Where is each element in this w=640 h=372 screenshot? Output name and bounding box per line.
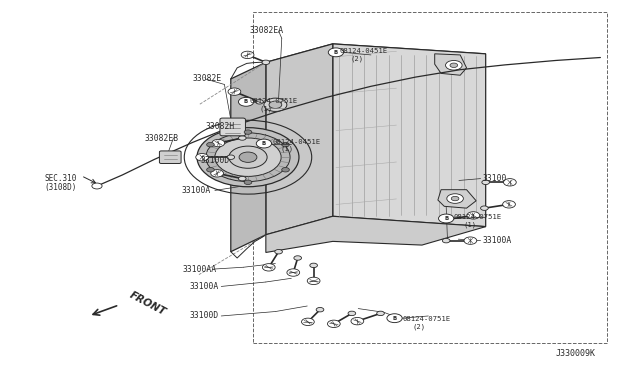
Circle shape xyxy=(244,130,252,134)
Circle shape xyxy=(438,214,454,223)
Text: 33100D: 33100D xyxy=(189,311,219,320)
Text: 33082E: 33082E xyxy=(193,74,222,83)
Text: B: B xyxy=(392,316,397,321)
Text: B: B xyxy=(244,99,248,104)
Text: 08124-0751E: 08124-0751E xyxy=(250,98,298,104)
Polygon shape xyxy=(231,62,266,252)
Text: 33100A: 33100A xyxy=(189,282,219,291)
Text: B: B xyxy=(262,141,266,146)
Circle shape xyxy=(328,48,344,57)
Text: 33100AA: 33100AA xyxy=(183,264,217,273)
Text: 08124-0751E: 08124-0751E xyxy=(454,214,502,220)
Circle shape xyxy=(307,277,320,285)
Text: B: B xyxy=(334,50,338,55)
Circle shape xyxy=(262,264,275,271)
Text: 33100D: 33100D xyxy=(200,156,230,166)
Circle shape xyxy=(445,217,452,221)
Circle shape xyxy=(482,180,490,185)
Polygon shape xyxy=(435,54,467,75)
Circle shape xyxy=(206,133,290,182)
Circle shape xyxy=(310,263,317,267)
Circle shape xyxy=(239,97,253,106)
Circle shape xyxy=(294,256,301,260)
Bar xyxy=(253,13,607,343)
Polygon shape xyxy=(266,44,486,72)
Circle shape xyxy=(282,142,289,147)
Polygon shape xyxy=(266,44,333,235)
Text: FRONT: FRONT xyxy=(127,290,167,317)
Text: (2): (2) xyxy=(412,323,426,330)
Circle shape xyxy=(255,100,263,104)
Circle shape xyxy=(211,170,223,177)
Circle shape xyxy=(262,60,269,64)
Circle shape xyxy=(229,146,267,168)
Circle shape xyxy=(445,61,462,70)
Circle shape xyxy=(502,201,515,208)
Circle shape xyxy=(212,140,225,147)
Text: SEC.310: SEC.310 xyxy=(45,174,77,183)
Circle shape xyxy=(244,180,252,185)
Text: 08124-0751E: 08124-0751E xyxy=(403,316,451,322)
Circle shape xyxy=(301,318,314,326)
Text: 33082EB: 33082EB xyxy=(145,134,179,142)
Circle shape xyxy=(196,154,209,161)
Text: 08124-0451E: 08124-0451E xyxy=(272,139,321,145)
Circle shape xyxy=(377,311,385,315)
Circle shape xyxy=(328,320,340,327)
Circle shape xyxy=(287,269,300,276)
Circle shape xyxy=(387,314,402,323)
Circle shape xyxy=(241,51,254,59)
Circle shape xyxy=(447,194,463,203)
Text: (1): (1) xyxy=(463,221,477,228)
Circle shape xyxy=(239,136,246,140)
Text: 08124-0451E: 08124-0451E xyxy=(339,48,387,54)
Text: (3108D): (3108D) xyxy=(45,183,77,192)
FancyBboxPatch shape xyxy=(159,151,181,163)
Text: J330009K: J330009K xyxy=(556,350,596,359)
Circle shape xyxy=(197,128,299,187)
Circle shape xyxy=(239,176,246,181)
Circle shape xyxy=(467,212,480,219)
FancyBboxPatch shape xyxy=(220,118,246,136)
Circle shape xyxy=(264,98,287,112)
Polygon shape xyxy=(438,190,476,208)
Text: (1): (1) xyxy=(280,146,294,152)
Circle shape xyxy=(239,152,257,162)
Circle shape xyxy=(256,139,271,148)
Circle shape xyxy=(348,311,356,315)
Text: (1): (1) xyxy=(259,105,273,112)
Circle shape xyxy=(227,155,235,160)
Circle shape xyxy=(451,196,459,201)
Circle shape xyxy=(316,308,324,312)
Circle shape xyxy=(481,206,488,211)
Circle shape xyxy=(351,317,364,325)
Circle shape xyxy=(92,183,102,189)
Circle shape xyxy=(275,250,282,254)
Circle shape xyxy=(282,167,289,172)
Circle shape xyxy=(464,237,477,244)
Text: 33100: 33100 xyxy=(483,174,507,183)
Text: 33082H: 33082H xyxy=(205,122,234,131)
Text: B: B xyxy=(444,216,448,221)
Circle shape xyxy=(207,142,214,147)
Circle shape xyxy=(442,238,450,243)
Text: (2): (2) xyxy=(351,55,364,62)
Text: 33100A: 33100A xyxy=(483,236,512,245)
Text: 33100A: 33100A xyxy=(182,186,211,195)
Circle shape xyxy=(504,179,516,186)
Circle shape xyxy=(450,63,458,67)
Text: 33082EA: 33082EA xyxy=(250,26,284,35)
Polygon shape xyxy=(266,216,486,253)
Polygon shape xyxy=(333,44,486,227)
Circle shape xyxy=(228,88,241,95)
Circle shape xyxy=(207,167,214,172)
Circle shape xyxy=(215,138,281,176)
Circle shape xyxy=(269,101,282,109)
